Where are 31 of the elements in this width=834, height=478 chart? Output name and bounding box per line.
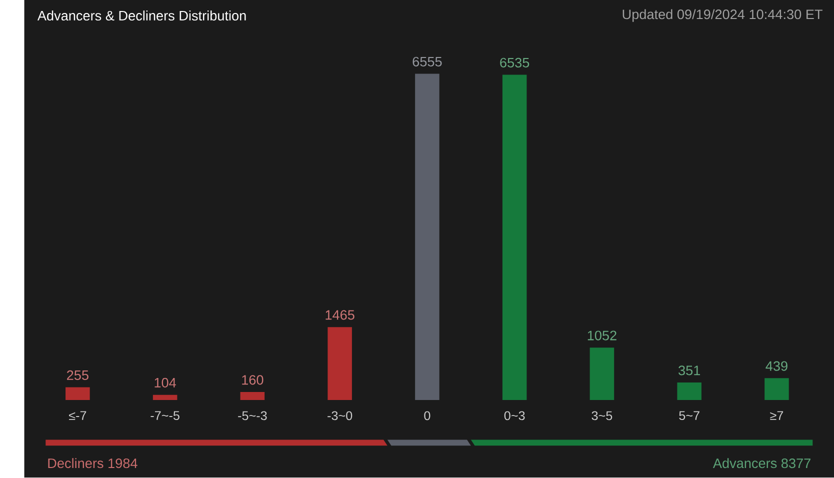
x-tick-label: 0~3 [504,411,525,420]
data-label: 1465 [326,310,354,320]
x-tick-label: -3~0 [328,411,352,420]
x-tick-label: -5~-3 [238,411,267,420]
x-tick-label: ≤-7 [69,411,86,420]
bar [502,74,527,400]
x-tick-label: 3~5 [592,411,612,420]
x-tick-label: 5~7 [679,411,700,420]
data-label: 439 [766,361,788,371]
data-label: 255 [67,370,88,380]
x-tick-label: 0 [424,411,430,420]
chart-subtitle: Updated 09/19/2024 10:44:30 ET [622,9,822,22]
data-label: 104 [154,378,176,388]
data-label: 1052 [588,330,616,340]
data-label: 160 [242,375,264,385]
x-tick-label: -7~-5 [150,411,180,420]
text: Decliners 1984 [48,458,138,468]
bar [590,348,614,400]
bar [152,394,178,400]
x-tick-label: ≥7 [770,411,784,420]
bar [764,378,789,400]
data-label: 351 [678,366,700,376]
text: Advancers 8377 [712,458,810,468]
bar [415,74,440,400]
bar [240,392,265,400]
data-label: 6555 [412,56,442,67]
data-label: 6535 [500,58,530,68]
bar [328,327,352,400]
bar [677,382,702,400]
bar [66,387,90,400]
chart-title: Advancers & Decliners Distribution [37,10,246,21]
